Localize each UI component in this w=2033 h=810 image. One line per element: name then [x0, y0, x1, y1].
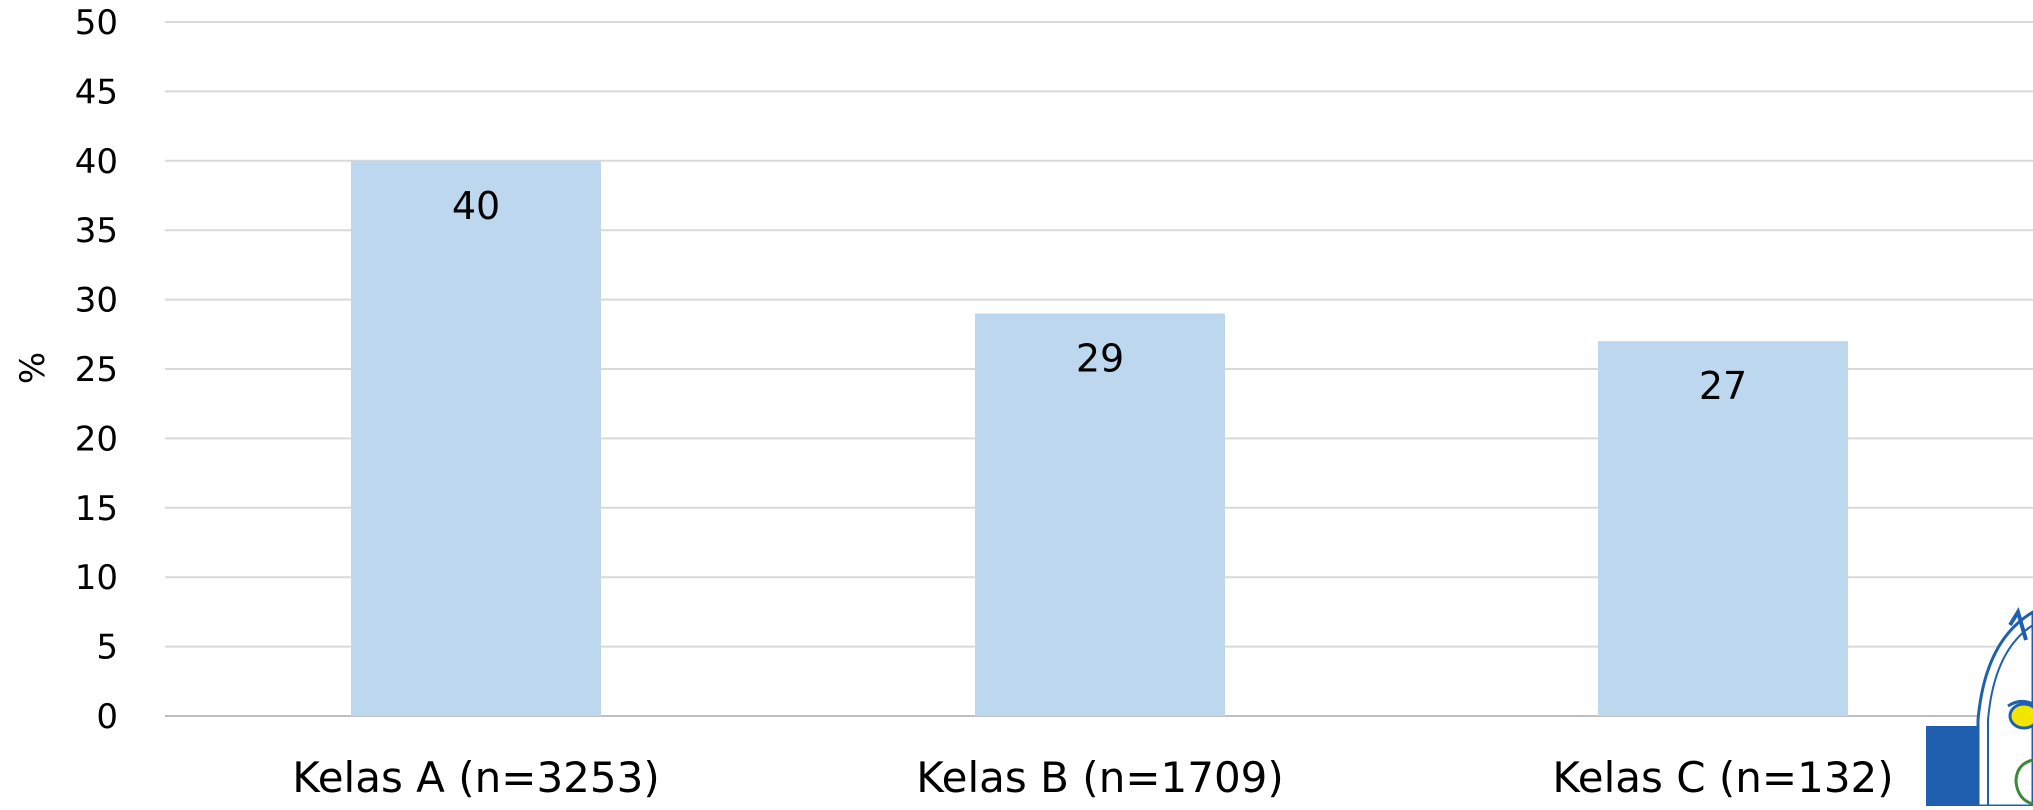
y-tick-label: 45 — [75, 72, 118, 112]
bar — [351, 160, 601, 717]
bar-data-label: 40 — [452, 184, 500, 228]
bar-data-label: 27 — [1699, 364, 1747, 408]
bar-data-label: 29 — [1076, 336, 1124, 380]
bar — [975, 313, 1225, 716]
y-tick-label: 35 — [75, 211, 118, 251]
x-axis-ticks: Kelas A (n=3253) Kelas B (n=1709) Kelas C … — [292, 753, 1893, 802]
x-tick-label: Kelas C (n=132) — [1552, 753, 1893, 802]
y-axis-label: % — [13, 352, 53, 384]
y-tick-label: 25 — [75, 350, 118, 390]
x-tick-label: Kelas A (n=3253) — [292, 753, 659, 802]
bar — [1598, 341, 1848, 716]
bars — [351, 160, 1848, 717]
y-tick-label: 0 — [96, 697, 118, 737]
y-tick-label: 20 — [75, 419, 118, 459]
y-axis-ticks: 0 5 10 15 20 25 30 35 40 45 50 — [75, 3, 118, 737]
data-labels: 40 29 27 — [452, 184, 1747, 408]
y-tick-label: 15 — [75, 489, 118, 529]
y-tick-label: 40 — [75, 142, 118, 182]
y-tick-label: 50 — [75, 3, 118, 43]
y-tick-label: 30 — [75, 281, 118, 321]
emblem-logo-icon — [1926, 607, 2033, 808]
y-tick-label: 5 — [96, 628, 118, 668]
x-tick-label: Kelas B (n=1709) — [916, 753, 1284, 802]
y-tick-label: 10 — [75, 558, 118, 598]
